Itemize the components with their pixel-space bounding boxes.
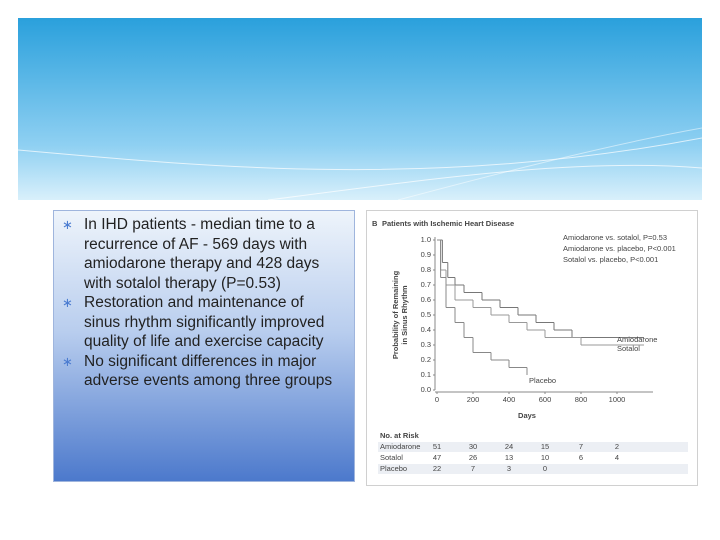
- x-tick-label: 0: [435, 395, 439, 404]
- risk-row-name: Placebo: [380, 464, 407, 473]
- risk-count: 2: [615, 442, 619, 451]
- risk-row-name: Sotalol: [380, 453, 403, 462]
- risk-count: 51: [433, 442, 441, 451]
- bullet-list: In IHD patients - median time to a recur…: [62, 215, 344, 391]
- risk-count: 26: [469, 453, 477, 462]
- x-tick-label: 800: [575, 395, 588, 404]
- x-tick-label: 200: [467, 395, 480, 404]
- wave: [18, 137, 702, 171]
- header-band: [18, 18, 702, 200]
- wave: [267, 164, 702, 200]
- risk-count: 15: [541, 442, 549, 451]
- risk-count: 13: [505, 453, 513, 462]
- risk-row-band: [378, 464, 688, 474]
- risk-count: 7: [471, 464, 475, 473]
- wave: [397, 127, 702, 200]
- header-waves: [18, 127, 702, 200]
- y-tick-label: 0.4: [421, 325, 431, 334]
- risk-count: 30: [469, 442, 477, 451]
- x-axis-label: Days: [518, 411, 536, 420]
- risk-count: 24: [505, 442, 513, 451]
- y-tick-label: 0.5: [421, 310, 431, 319]
- y-tick-label: 0.1: [421, 370, 431, 379]
- annotation: Sotalol vs. placebo, P<0.001: [563, 255, 658, 264]
- y-axis-label: in Sinus Rhythm: [400, 285, 409, 345]
- risk-count: 22: [433, 464, 441, 473]
- risk-count: 4: [615, 453, 619, 462]
- curve-label: Sotalol: [617, 344, 640, 353]
- risk-row-name: Amiodarone: [380, 442, 420, 451]
- panel-label: B: [372, 219, 378, 228]
- risk-count: 6: [579, 453, 583, 462]
- text-box: In IHD patients - median time to a recur…: [53, 210, 355, 482]
- annotation: Amiodarone vs. sotalol, P=0.53: [563, 233, 667, 242]
- risk-count: 3: [507, 464, 511, 473]
- bullet: In IHD patients - median time to a recur…: [62, 215, 344, 293]
- risk-count: 10: [541, 453, 549, 462]
- risk-count: 0: [543, 464, 547, 473]
- risk-row-band: [378, 453, 688, 463]
- y-tick-label: 0.3: [421, 340, 431, 349]
- y-tick-label: 0.6: [421, 295, 431, 304]
- bullet: No significant differences in major adve…: [62, 352, 344, 391]
- risk-table-title: No. at Risk: [380, 431, 420, 440]
- y-tick-label: 0.9: [421, 250, 431, 259]
- x-tick-label: 400: [503, 395, 516, 404]
- y-tick-label: 0.0: [421, 385, 431, 394]
- risk-count: 7: [579, 442, 583, 451]
- chart-frame: [366, 210, 698, 486]
- curve-label: Amiodarone: [617, 335, 657, 344]
- risk-row-band: [378, 442, 688, 452]
- curve-label: Placebo: [529, 376, 556, 385]
- annotation: Amiodarone vs. placebo, P<0.001: [563, 244, 676, 253]
- bullet: Restoration and maintenance of sinus rhy…: [62, 293, 344, 352]
- chart-title: Patients with Ischemic Heart Disease: [382, 219, 514, 228]
- y-axis-label: Probability of Remaining: [391, 270, 400, 359]
- x-tick-label: 1000: [609, 395, 626, 404]
- risk-count: 47: [433, 453, 441, 462]
- y-tick-label: 0.7: [421, 280, 431, 289]
- y-tick-label: 1.0: [421, 235, 431, 244]
- y-tick-label: 0.8: [421, 265, 431, 274]
- x-tick-label: 600: [539, 395, 552, 404]
- y-tick-label: 0.2: [421, 355, 431, 364]
